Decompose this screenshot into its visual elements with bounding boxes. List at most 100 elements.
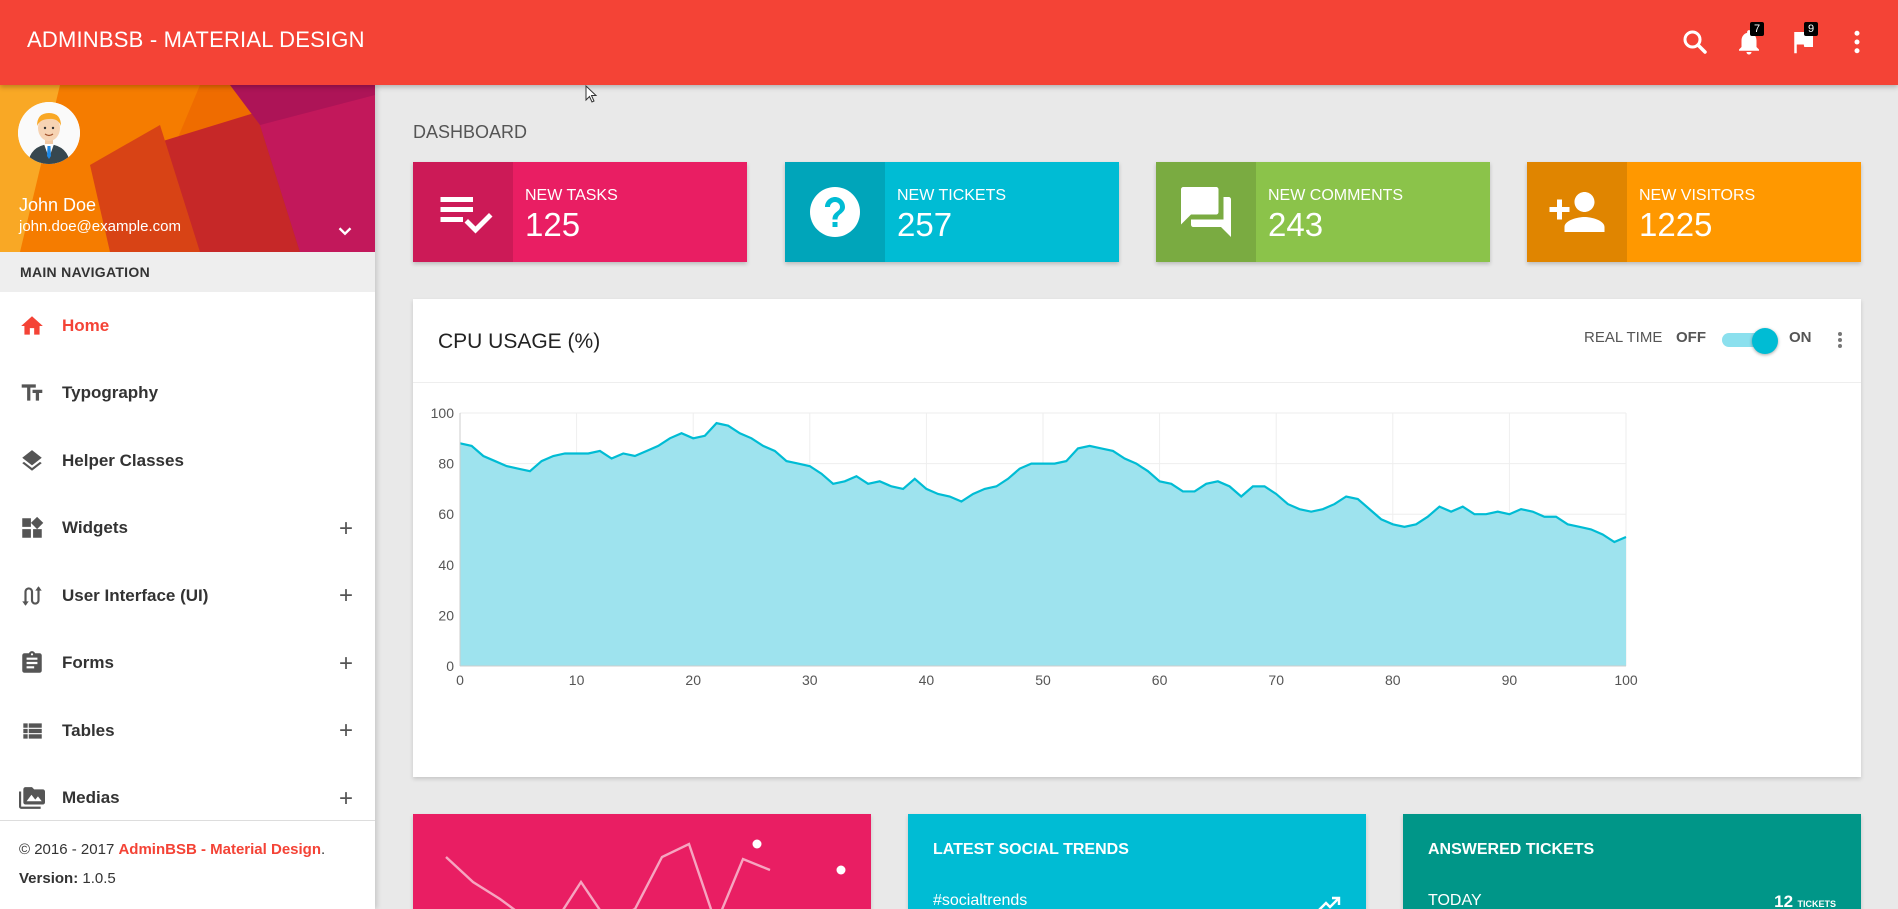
copyright-link[interactable]: AdminBSB - Material Design: [118, 841, 321, 858]
sparkline-point: [836, 865, 846, 875]
info-box-new-comments[interactable]: NEW COMMENTS 243: [1156, 162, 1490, 262]
cpu-usage-chart: 0 10 20 30 40 50 60 70 80 90 100 0 20 40 60 80 100: [431, 405, 1638, 688]
y-tick-label: 60: [438, 506, 454, 522]
bell-icon[interactable]: 7: [1734, 22, 1764, 57]
copyright-suffix: .: [321, 841, 326, 858]
chevron-down-icon[interactable]: [334, 220, 356, 242]
trending-up-icon: [1318, 896, 1341, 909]
search-icon[interactable]: [1680, 27, 1710, 57]
answered-tickets-card: ANSWERED TICKETS TODAY 12 TICKETS: [1403, 814, 1861, 909]
y-tick-label: 0: [446, 658, 454, 674]
user-panel-background: [0, 85, 375, 252]
info-box-label: NEW COMMENTS: [1268, 187, 1404, 204]
more-vert-icon[interactable]: [1842, 27, 1872, 57]
home-icon: [19, 313, 45, 339]
user-email: john.doe@example.com: [19, 218, 181, 235]
info-box-value: 243: [1268, 206, 1324, 243]
sidebar-footer: © 2016 - 2017 AdminBSB - Material Design…: [0, 820, 375, 909]
widgets-icon: [19, 515, 45, 541]
y-tick-label: 40: [438, 557, 454, 573]
copyright-prefix: © 2016 - 2017: [19, 841, 119, 858]
info-box-value: 125: [525, 206, 581, 243]
sidebar-item-user-interface[interactable]: User Interface (UI) +: [0, 562, 375, 630]
info-box-content: NEW VISITORS 1225: [1627, 162, 1755, 262]
notification-badge: 7: [1750, 22, 1764, 36]
sparkline-point: [752, 839, 762, 849]
sparkline-line: [445, 842, 771, 909]
realtime-label: REAL TIME: [1584, 329, 1663, 346]
info-box-value: 1225: [1639, 206, 1713, 243]
sidebar-item-widgets[interactable]: Widgets +: [0, 495, 375, 563]
version-value: 1.0.5: [78, 870, 116, 887]
layers-icon: [19, 448, 45, 474]
x-tick-label: 80: [1385, 672, 1401, 688]
expand-plus-icon[interactable]: +: [338, 514, 353, 542]
sidebar-item-label: Helper Classes: [62, 450, 184, 470]
sparkline-card: [413, 814, 871, 909]
expand-plus-icon[interactable]: +: [338, 582, 353, 609]
flag-icon[interactable]: 9: [1788, 22, 1818, 57]
version-label: Version:: [19, 870, 79, 887]
cpu-series-line: [459, 421, 1627, 544]
user-name: John Doe: [19, 195, 97, 215]
info-box-label: NEW TICKETS: [897, 187, 1007, 204]
x-tick-label: 70: [1268, 672, 1284, 688]
sparkline-chart: [445, 839, 846, 909]
info-box-new-visitors[interactable]: NEW VISITORS 1225: [1527, 162, 1861, 262]
answered-tickets-title: ANSWERED TICKETS: [1428, 841, 1595, 858]
tickets-count: 12 TICKETS: [1774, 892, 1836, 909]
info-box-label: NEW VISITORS: [1639, 187, 1756, 204]
info-box-label: NEW TASKS: [525, 187, 618, 204]
expand-plus-icon[interactable]: +: [338, 649, 353, 677]
sidebar-item-typography[interactable]: Typography: [0, 360, 375, 428]
copyright-line: © 2016 - 2017 AdminBSB - Material Design…: [19, 841, 356, 858]
x-tick-label: 100: [1614, 672, 1638, 688]
sidebar-item-label: Tables: [62, 720, 115, 740]
info-box-value: 257: [897, 206, 953, 243]
trend-hashtag[interactable]: #socialtrends: [933, 892, 1028, 909]
sidebar-item-home[interactable]: Home: [0, 292, 375, 360]
cpu-area-fill: [460, 423, 1626, 666]
playlist-check-icon: [413, 162, 513, 262]
expand-plus-icon[interactable]: +: [338, 717, 353, 744]
sidebar-item-medias[interactable]: Medias +: [0, 765, 375, 833]
toggle-knob[interactable]: [1752, 328, 1778, 354]
sidebar-item-label: Typography: [62, 383, 159, 403]
x-tick-label: 0: [456, 672, 464, 688]
realtime-off-label: OFF: [1676, 329, 1706, 346]
page-title: DASHBOARD: [413, 122, 528, 142]
realtime-on-label: ON: [1789, 329, 1812, 346]
tickets-count-value: 12: [1774, 892, 1794, 909]
brand-title[interactable]: ADMINBSB - MATERIAL DESIGN: [27, 27, 365, 52]
sidebar-item-label: User Interface (UI): [62, 585, 209, 605]
perm-media-icon: [19, 785, 45, 811]
tickets-count-unit: TICKETS: [1797, 899, 1836, 909]
x-tick-label: 90: [1502, 672, 1518, 688]
version-line: Version: 1.0.5: [19, 870, 356, 887]
nav-header: MAIN NAVIGATION: [0, 252, 375, 292]
sidebar-item-forms[interactable]: Forms +: [0, 630, 375, 698]
person-add-icon: [1527, 162, 1627, 262]
info-box-new-tickets[interactable]: NEW TICKETS 257: [785, 162, 1119, 262]
info-box-content: NEW COMMENTS 243: [1256, 162, 1403, 262]
assignment-icon: [19, 650, 45, 676]
sidebar-item-label: Forms: [62, 653, 114, 673]
sidebar-item-tables[interactable]: Tables +: [0, 697, 375, 765]
tickets-period-label: TODAY: [1428, 892, 1482, 909]
mouse-cursor-icon: [585, 85, 598, 103]
info-box-new-tasks[interactable]: NEW TASKS 125: [413, 162, 747, 262]
more-vert-icon[interactable]: [1833, 327, 1847, 353]
expand-plus-icon[interactable]: +: [338, 784, 353, 812]
cpu-card-title: CPU USAGE (%): [438, 330, 601, 353]
info-box-content: NEW TASKS 125: [513, 162, 618, 262]
realtime-toggle[interactable]: [1722, 328, 1778, 354]
avatar[interactable]: [18, 102, 80, 164]
cpu-card-header: CPU USAGE (%) REAL TIME OFF ON: [413, 299, 1861, 383]
sidebar-item-helper-classes[interactable]: Helper Classes: [0, 427, 375, 495]
x-tick-label: 40: [919, 672, 935, 688]
top-navbar: ADMINBSB - MATERIAL DESIGN 7 9: [0, 0, 1898, 85]
help-icon: [785, 162, 885, 262]
sidebar-item-label: Medias: [62, 788, 120, 808]
text-fields-icon: [19, 380, 45, 406]
y-tick-label: 100: [431, 405, 455, 421]
